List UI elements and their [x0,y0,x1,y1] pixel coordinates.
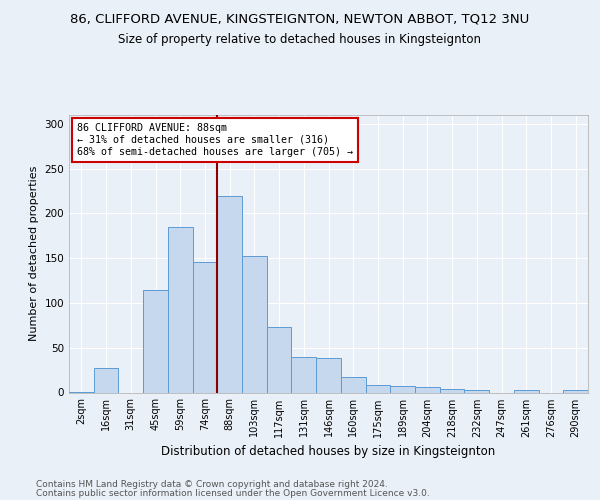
Text: 86 CLIFFORD AVENUE: 88sqm
← 31% of detached houses are smaller (316)
68% of semi: 86 CLIFFORD AVENUE: 88sqm ← 31% of detac… [77,124,353,156]
Bar [390,386,415,392]
Bar [217,196,242,392]
Bar [242,256,267,392]
Bar [514,390,539,392]
Y-axis label: Number of detached properties: Number of detached properties [29,166,39,342]
Bar [316,358,341,392]
Bar [193,262,217,392]
Bar [168,227,193,392]
Text: Contains public sector information licensed under the Open Government Licence v3: Contains public sector information licen… [36,489,430,498]
Bar [292,356,316,392]
Bar [267,327,292,392]
Text: 86, CLIFFORD AVENUE, KINGSTEIGNTON, NEWTON ABBOT, TQ12 3NU: 86, CLIFFORD AVENUE, KINGSTEIGNTON, NEWT… [70,12,530,26]
Bar [341,378,365,392]
Bar [365,386,390,392]
Bar [464,390,489,392]
Text: Size of property relative to detached houses in Kingsteignton: Size of property relative to detached ho… [119,32,482,46]
Bar [563,390,588,392]
Bar [440,389,464,392]
Text: Contains HM Land Registry data © Crown copyright and database right 2024.: Contains HM Land Registry data © Crown c… [36,480,388,489]
X-axis label: Distribution of detached houses by size in Kingsteignton: Distribution of detached houses by size … [161,445,496,458]
Bar [94,368,118,392]
Bar [143,290,168,393]
Bar [415,387,440,392]
